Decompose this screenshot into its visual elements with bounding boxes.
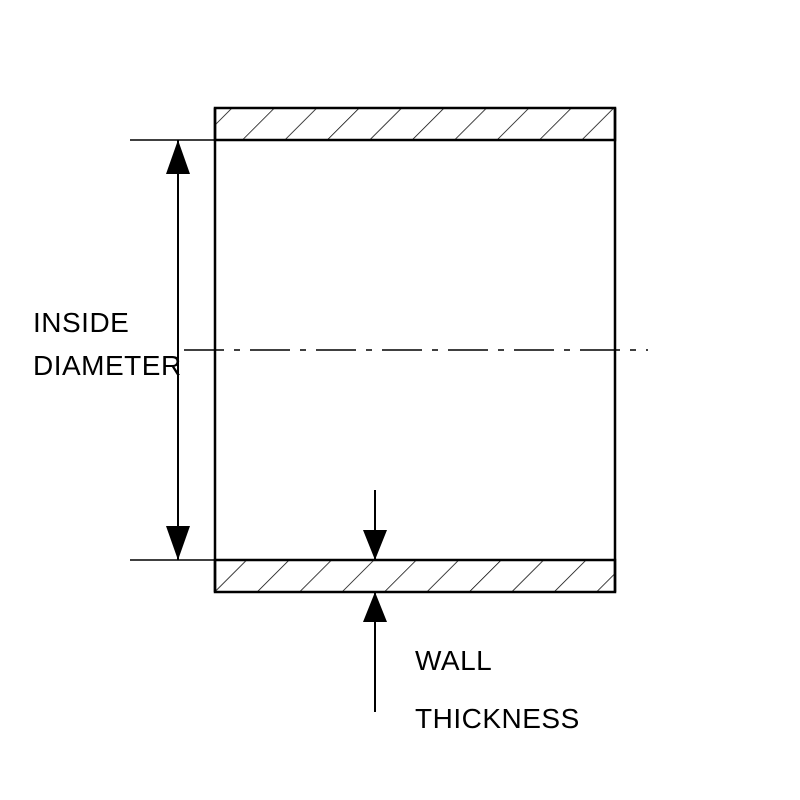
wall-thickness-label: WALL <box>415 645 492 676</box>
inside-diameter-label: DIAMETER <box>33 350 182 381</box>
wall-thickness-label: THICKNESS <box>415 703 580 734</box>
technical-drawing: INSIDE DIAMETER WALL THICKNESS <box>0 0 800 800</box>
wall-thickness-dimension <box>363 490 387 712</box>
inside-diameter-label: INSIDE <box>33 307 129 338</box>
